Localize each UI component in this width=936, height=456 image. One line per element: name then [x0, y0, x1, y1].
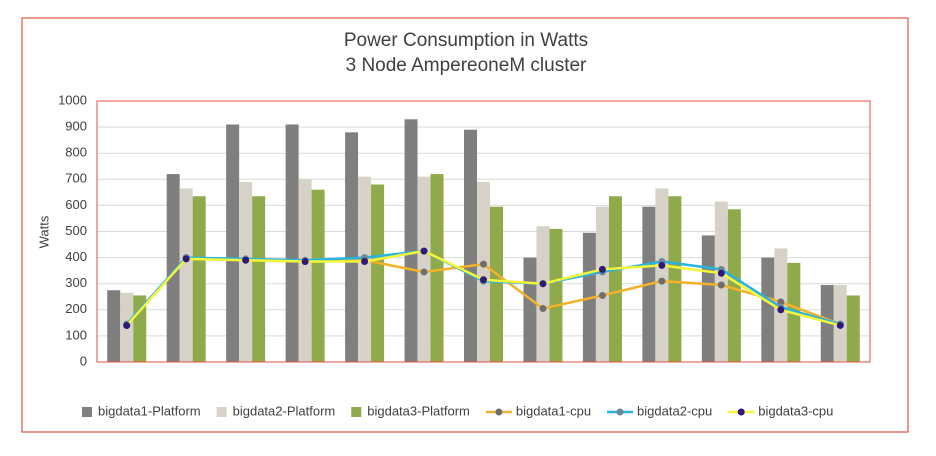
- line-marker: [836, 321, 844, 329]
- line-marker: [123, 321, 131, 329]
- line-marker: [717, 281, 725, 289]
- line-marker: [182, 255, 190, 263]
- line-marker: [242, 256, 250, 264]
- line-marker: [658, 261, 666, 269]
- line-marker: [777, 298, 785, 306]
- bar: [311, 189, 325, 362]
- y-tick-label: 800: [65, 145, 87, 160]
- line-marker: [539, 280, 547, 288]
- line-marker: [598, 291, 606, 299]
- legend-swatch: [616, 408, 624, 416]
- bar: [298, 179, 312, 362]
- legend-label: bigdata2-Platform: [233, 403, 336, 418]
- bar: [595, 206, 609, 362]
- y-tick-label: 100: [65, 327, 87, 342]
- bar: [285, 124, 299, 363]
- bar: [668, 196, 682, 362]
- line-marker: [420, 268, 428, 276]
- y-tick-label: 600: [65, 197, 87, 212]
- chart-title: Power Consumption in Watts: [344, 30, 588, 51]
- legend-label: bigdata2-cpu: [637, 403, 712, 418]
- y-tick-label: 700: [65, 171, 87, 186]
- chart-subtitle: 3 Node AmpereoneM cluster: [346, 55, 587, 76]
- line-marker: [598, 265, 606, 273]
- legend-swatch: [495, 408, 503, 416]
- bar: [477, 181, 490, 362]
- legend-label: bigdata1-cpu: [516, 403, 591, 418]
- bar: [179, 188, 193, 362]
- legend-swatch: [216, 407, 227, 417]
- y-tick-label: 1000: [58, 92, 87, 107]
- bar: [655, 188, 669, 362]
- bar: [846, 295, 860, 362]
- bar: [252, 196, 266, 362]
- bar: [464, 129, 477, 362]
- y-tick-label: 500: [65, 223, 87, 238]
- bar: [536, 226, 550, 362]
- bar: [192, 196, 206, 362]
- bar: [820, 285, 834, 362]
- bar: [404, 119, 418, 363]
- bar: [761, 257, 775, 362]
- bar: [523, 257, 537, 362]
- y-tick-label: 400: [65, 249, 87, 264]
- bar: [701, 235, 715, 362]
- legend-swatch: [82, 407, 92, 417]
- line-marker: [717, 269, 725, 277]
- bar: [226, 124, 240, 363]
- bar: [727, 209, 741, 362]
- y-axis-label: Watts: [36, 215, 51, 248]
- plot-area: [96, 100, 871, 363]
- line-marker: [420, 247, 428, 255]
- bar: [239, 181, 253, 362]
- legend-label: bigdata3-Platform: [367, 403, 470, 418]
- bar: [358, 176, 372, 362]
- bar: [490, 206, 503, 362]
- line-marker: [658, 277, 666, 285]
- line-marker: [777, 306, 785, 314]
- bar: [166, 174, 180, 362]
- bar: [430, 174, 444, 362]
- bar: [549, 228, 563, 362]
- bar: [345, 132, 359, 362]
- line-marker: [301, 258, 309, 266]
- line-marker: [480, 260, 487, 268]
- bar: [371, 184, 385, 362]
- y-tick-label: 300: [65, 275, 87, 290]
- line-marker: [361, 258, 369, 266]
- bar: [608, 196, 622, 362]
- y-tick-label: 900: [65, 119, 87, 134]
- legend-swatch: [351, 407, 362, 417]
- legend-label: bigdata3-cpu: [758, 403, 833, 418]
- legend-swatch: [737, 408, 745, 416]
- bar: [107, 290, 121, 362]
- y-tick-label: 200: [65, 301, 87, 316]
- line-marker: [539, 304, 547, 312]
- line-marker: [480, 276, 487, 284]
- legend-label: bigdata1-Platform: [98, 403, 201, 418]
- y-tick-label: 0: [80, 353, 87, 368]
